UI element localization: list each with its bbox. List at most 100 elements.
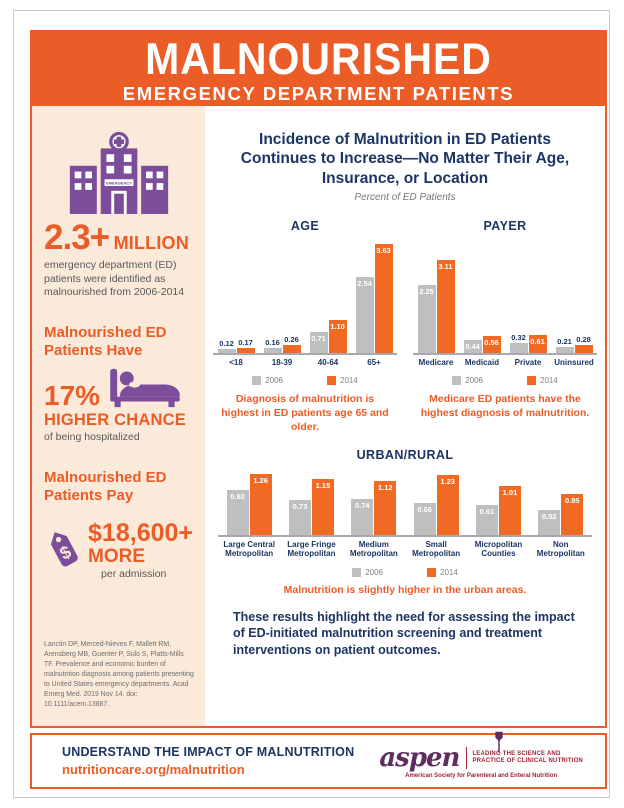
urban-bar-value: 0.66: [417, 505, 432, 515]
payer-bar-group: 0.44 0.56: [461, 336, 503, 354]
stat-pay-body: per admission: [101, 568, 167, 581]
urban-bar-value: 1.15: [315, 481, 331, 491]
payer-bar-2014: 3.11: [436, 260, 455, 354]
urban-bar-2006: 0.92: [226, 490, 249, 536]
charts-row: AGE 0.12 0.17 0.16 0.26 0.71 1.10 2.54 3.63 <18…: [205, 219, 605, 386]
stat-pay-heading: Malnourished ED Patients Pay: [44, 468, 167, 504]
urban-bar-2014: 1.15: [311, 479, 334, 536]
age-x-label: 40-64: [317, 358, 339, 368]
payer-x-label: Private: [514, 358, 542, 368]
urban-bar-2014: 1.23: [436, 475, 459, 536]
page-title: MALNOURISHED: [145, 34, 492, 84]
age-bar-2014: 0.26: [282, 335, 301, 354]
urban-bar-group: 0.61 1.01: [468, 486, 528, 536]
aspen-org-name: American Society for Parenteral and Ente…: [405, 773, 558, 779]
payer-bar-group: 0.21 0.28: [553, 335, 595, 354]
age-x-label: 65+: [367, 358, 381, 368]
payer-legend-item-2006: 2006: [452, 376, 483, 386]
legend-label-2006: 2006: [365, 567, 383, 577]
payer-chart-plot: 2.25 3.11 0.44 0.56 0.32 0.61 0.21 0.28: [413, 243, 597, 354]
payer-bar-group: 2.25 3.11: [415, 260, 457, 354]
age-bar-value: 2.54: [357, 279, 372, 289]
citation: Lanctin DP, Merced-Nieves F, Mallett RM,…: [44, 641, 194, 708]
payer-bar-group: 0.32 0.61: [507, 333, 549, 354]
legend-swatch-2006: [452, 376, 462, 386]
urban-bar-value: 1.26: [253, 476, 268, 486]
price-tag-icon: $: [50, 531, 78, 567]
urban-bar-value: 1.01: [502, 488, 518, 498]
stat-pay-sub: MORE: [88, 545, 146, 567]
urban-bar-group: 0.66 1.23: [406, 475, 466, 536]
payer-bar-2006: 0.32: [509, 333, 528, 354]
urban-bar-value: 0.52: [541, 512, 557, 522]
aspen-logo-row: aspen LEADING THE SCIENCE AND PRACTICE O…: [379, 731, 583, 773]
age-bar-value: 0.26: [284, 335, 299, 345]
payer-x-label: Medicaid: [464, 358, 500, 368]
age-bar-group: 0.12 0.17: [215, 338, 257, 354]
age-bar-2006: 0.71: [309, 332, 328, 354]
age-bar-value: 0.17: [238, 338, 253, 348]
urban-bar-group: 0.52 0.85: [531, 494, 591, 536]
payer-chart-caption: Medicare ED patients have the highest di…: [420, 393, 590, 419]
conclusion-text: These results highlight the need for ass…: [233, 609, 575, 658]
urban-x-label: Large Central Metropolitan: [223, 540, 275, 559]
urban-bar-value: 1.12: [378, 483, 393, 493]
age-bar-value: 0.16: [265, 338, 280, 348]
age-x-label: 18-39: [271, 358, 293, 368]
aspen-logo: aspen LEADING THE SCIENCE AND PRACTICE O…: [379, 731, 583, 779]
urban-bar-2014: 1.01: [498, 486, 521, 536]
payer-chart-x-axis: Medicare Medicaid Private Uninsured: [413, 353, 597, 367]
legend-label-2006: 2006: [265, 376, 283, 386]
urban-bar-2006: 0.74: [351, 499, 374, 536]
age-chart: AGE 0.12 0.17 0.16 0.26 0.71 1.10 2.54 3.63 <18…: [213, 219, 397, 386]
payer-bar-value: 0.32: [511, 333, 526, 343]
legend-label-2014: 2014: [440, 567, 458, 577]
payer-bar-2014: 0.61: [528, 335, 547, 354]
urban-bar-2014: 1.26: [249, 474, 272, 536]
urban-chart-plot: 0.92 1.26 0.73 1.15 0.74 1.12 0.66 1.23 0.61 1.01…: [218, 472, 592, 536]
age-bar-value: 0.12: [219, 339, 234, 349]
payer-bar-value: 0.56: [484, 338, 499, 348]
stat-million-number: 2.3+: [44, 218, 110, 257]
stat-hospitalized-body: of being hospitalized: [44, 430, 140, 443]
urban-bar-value: 1.23: [440, 477, 455, 487]
main-title: Incidence of Malnutrition in ED Patients…: [240, 131, 570, 187]
payer-chart-title: PAYER: [483, 219, 527, 234]
urban-x-label: Medium Metropolitan: [349, 540, 398, 559]
age-bar-group: 2.54 3.63: [353, 244, 395, 354]
payer-bar-2006: 0.21: [555, 337, 574, 354]
legend-swatch-2006: [352, 567, 362, 577]
urban-bar-2006: 0.73: [288, 500, 311, 536]
urban-legend-item-2006: 2006: [352, 567, 383, 577]
urban-bar-value: 0.73: [292, 502, 308, 512]
urban-bar-2006: 0.52: [538, 510, 561, 536]
main-panel: Incidence of Malnutrition in ED Patients…: [205, 106, 605, 726]
hospital-banner-text: EMERGENCY: [106, 180, 132, 185]
payer-bar-value: 0.21: [557, 337, 572, 347]
aspen-wordmark: aspen: [379, 743, 460, 773]
urban-bar-2006: 0.66: [413, 503, 436, 536]
stat-pay-row: $ $18,600+ MORE per admission: [44, 515, 193, 581]
stat-million: 2.3+ MILLION: [44, 220, 193, 255]
legend-label-2014: 2014: [340, 376, 358, 386]
urban-legend-item-2014: 2014: [427, 567, 458, 577]
sidebar: EMERGENCY 2.3+ MILLION emergency departm…: [32, 106, 205, 726]
age-legend-item-2006: 2006: [252, 376, 283, 386]
age-chart-legend: 2006 2014: [213, 376, 397, 386]
age-bar-2014: 3.63: [374, 244, 393, 354]
age-bar-group: 0.16 0.26: [261, 335, 303, 354]
legend-label-2014: 2014: [540, 376, 558, 386]
urban-bar-value: 0.85: [564, 496, 580, 506]
footer-url-link[interactable]: nutritioncare.org/malnutrition: [62, 762, 245, 777]
payer-legend-item-2014: 2014: [527, 376, 558, 386]
urban-chart-x-axis: Large Central Metropolitan Large Fringe M…: [218, 535, 592, 558]
header-banner: MALNOURISHED EMERGENCY DEPARTMENT PATIEN…: [30, 30, 607, 106]
stat-pay-number: $18,600+: [88, 518, 193, 547]
stat-hospitalized-number: 17%: [44, 379, 101, 411]
payer-bar-2014: 0.56: [482, 336, 501, 354]
age-bar-2006: 2.54: [355, 277, 374, 354]
stat-hospitalized-heading: Malnourished ED Patients Have: [44, 323, 167, 359]
urban-x-label: Small Metropolitan: [412, 540, 461, 559]
age-chart-title: AGE: [290, 219, 320, 234]
age-bar-value: 1.10: [330, 322, 345, 332]
